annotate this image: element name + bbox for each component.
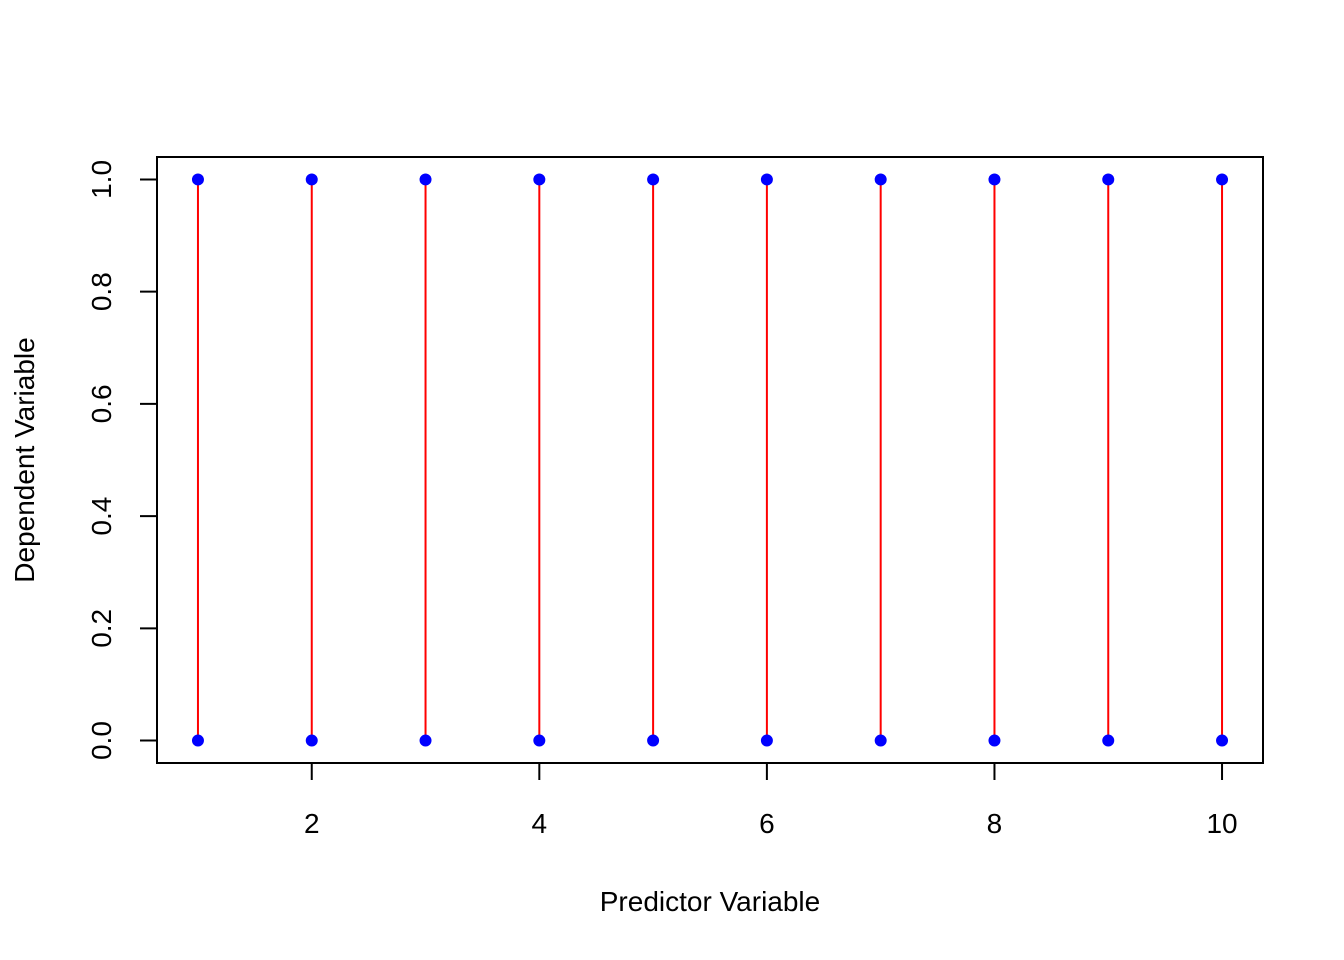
y-tick-label: 0.0 bbox=[86, 721, 117, 760]
data-point bbox=[419, 173, 432, 186]
y-tick-label: 0.4 bbox=[86, 497, 117, 536]
data-point bbox=[760, 734, 773, 747]
data-point bbox=[1102, 173, 1115, 186]
data-point bbox=[305, 173, 318, 186]
x-tick-label: 2 bbox=[304, 808, 320, 839]
x-tick-label: 4 bbox=[532, 808, 548, 839]
data-point bbox=[305, 734, 318, 747]
data-point bbox=[419, 734, 432, 747]
segment-lines bbox=[196, 179, 1224, 741]
data-points bbox=[191, 173, 1229, 747]
data-point bbox=[988, 734, 1001, 747]
y-axis-title: Dependent Variable bbox=[9, 337, 40, 582]
x-tick-label: 10 bbox=[1206, 808, 1237, 839]
y-axis: 0.0 0.2 0.4 0.6 0.8 1.0 bbox=[86, 160, 158, 760]
data-point bbox=[1216, 734, 1229, 747]
data-point bbox=[1216, 173, 1229, 186]
x-axis-title: Predictor Variable bbox=[600, 886, 820, 917]
data-point bbox=[533, 734, 546, 747]
data-point bbox=[760, 173, 773, 186]
x-tick-label: 6 bbox=[759, 808, 775, 839]
data-point bbox=[647, 734, 660, 747]
data-point bbox=[191, 173, 204, 186]
y-tick-label: 1.0 bbox=[86, 160, 117, 199]
plot-frame bbox=[156, 156, 1264, 764]
data-point bbox=[533, 173, 546, 186]
x-axis: 2 4 6 8 10 bbox=[304, 762, 1238, 839]
x-tick-label: 8 bbox=[987, 808, 1003, 839]
data-point bbox=[191, 734, 204, 747]
data-point bbox=[647, 173, 660, 186]
data-point bbox=[988, 173, 1001, 186]
data-point bbox=[1102, 734, 1115, 747]
y-tick-label: 0.6 bbox=[86, 384, 117, 423]
y-tick-label: 0.2 bbox=[86, 609, 117, 648]
data-point bbox=[874, 173, 887, 186]
y-tick-label: 0.8 bbox=[86, 272, 117, 311]
data-point bbox=[874, 734, 887, 747]
